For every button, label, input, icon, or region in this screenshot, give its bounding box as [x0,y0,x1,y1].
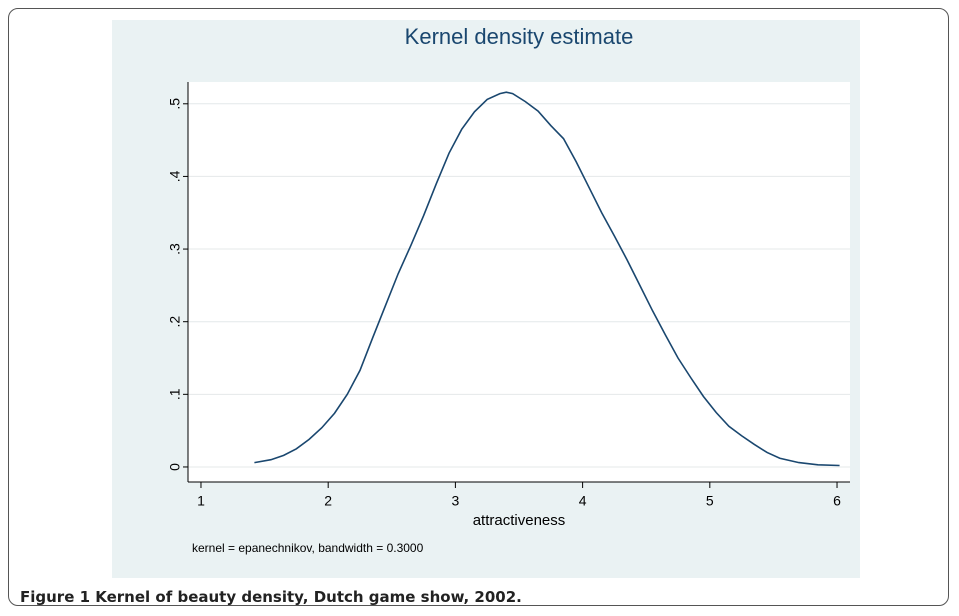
density-line [254,91,840,467]
x-tick-label: 5 [706,493,714,509]
plot-region [188,82,850,482]
caption: Figure 1 Kernel of beauty density, Dutch… [20,588,522,606]
y-tick-label: .4 [167,170,183,182]
y-tick-label: .1 [167,388,183,400]
note: kernel = epanechnikov, bandwidth = 0.300… [192,541,424,555]
x-tick-label: 2 [324,493,332,509]
x-axis-label: attractiveness [473,512,566,529]
y-tick-label: 0 [167,463,183,471]
x-tick-label: 4 [579,493,587,509]
x-tick-label: 3 [451,493,459,509]
y-tick-label: .2 [167,316,183,328]
chart-title: Kernel density estimate [405,24,634,49]
x-tick-label: 1 [197,493,205,509]
y-tick-label: .3 [167,243,183,255]
y-tick-label: .5 [167,98,183,110]
x-tick-label: 6 [833,493,841,509]
figure-frame [8,8,949,606]
